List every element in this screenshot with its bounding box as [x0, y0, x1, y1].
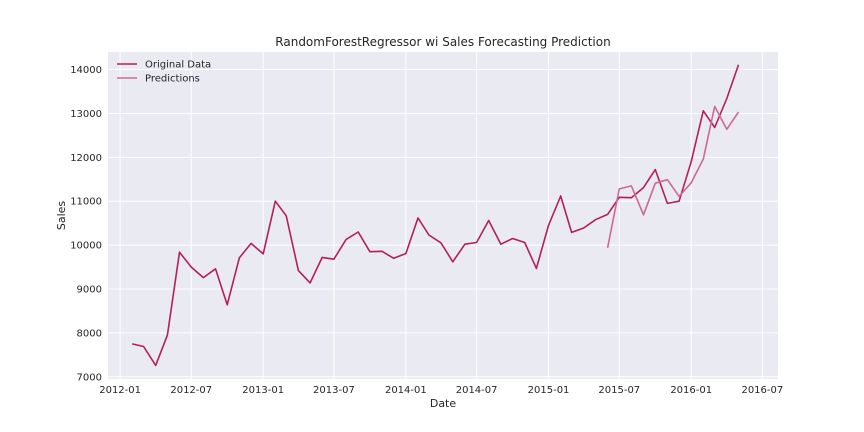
y-tick-label: 12000 — [70, 153, 102, 164]
x-tick-label: 2014-01 — [385, 385, 427, 396]
y-tick-label: 9000 — [77, 285, 102, 296]
x-axis-label: Date — [430, 397, 457, 410]
x-tick-label: 2013-01 — [242, 385, 284, 396]
plot-area — [108, 52, 778, 379]
x-tick-label: 2012-01 — [99, 385, 141, 396]
x-axis-ticks: 2012-01 2012-07 2013-01 2013-07 2014-01 2014-… — [99, 385, 783, 396]
series-lines — [132, 64, 740, 367]
x-tick-label: 2013-07 — [313, 385, 355, 396]
chart-title: RandomForestRegressor wi Sales Forecasti… — [275, 35, 610, 49]
legend: Original Data Predictions — [117, 60, 211, 85]
legend-label: Original Data — [145, 60, 211, 71]
x-tick-label: 2016-07 — [741, 385, 783, 396]
y-axis-label: Sales — [55, 201, 68, 231]
y-tick-label: 11000 — [70, 197, 102, 208]
y-axis-ticks: 7000 8000 9000 10000 11000 12000 13000 14000 — [70, 65, 102, 383]
y-tick-label: 8000 — [77, 328, 102, 339]
y-tick-label: 14000 — [70, 65, 102, 76]
series-line-predictions — [606, 105, 740, 248]
series-line-original — [132, 64, 740, 367]
x-tick-label: 2015-01 — [528, 385, 570, 396]
x-tick-label: 2014-07 — [456, 385, 498, 396]
y-tick-label: 7000 — [77, 372, 102, 383]
legend-label: Predictions — [145, 74, 200, 85]
y-tick-label: 10000 — [70, 241, 102, 252]
x-tick-label: 2012-07 — [170, 385, 212, 396]
y-tick-label: 13000 — [70, 109, 102, 120]
x-tick-label: 2015-07 — [598, 385, 640, 396]
x-tick-label: 2016-01 — [670, 385, 712, 396]
